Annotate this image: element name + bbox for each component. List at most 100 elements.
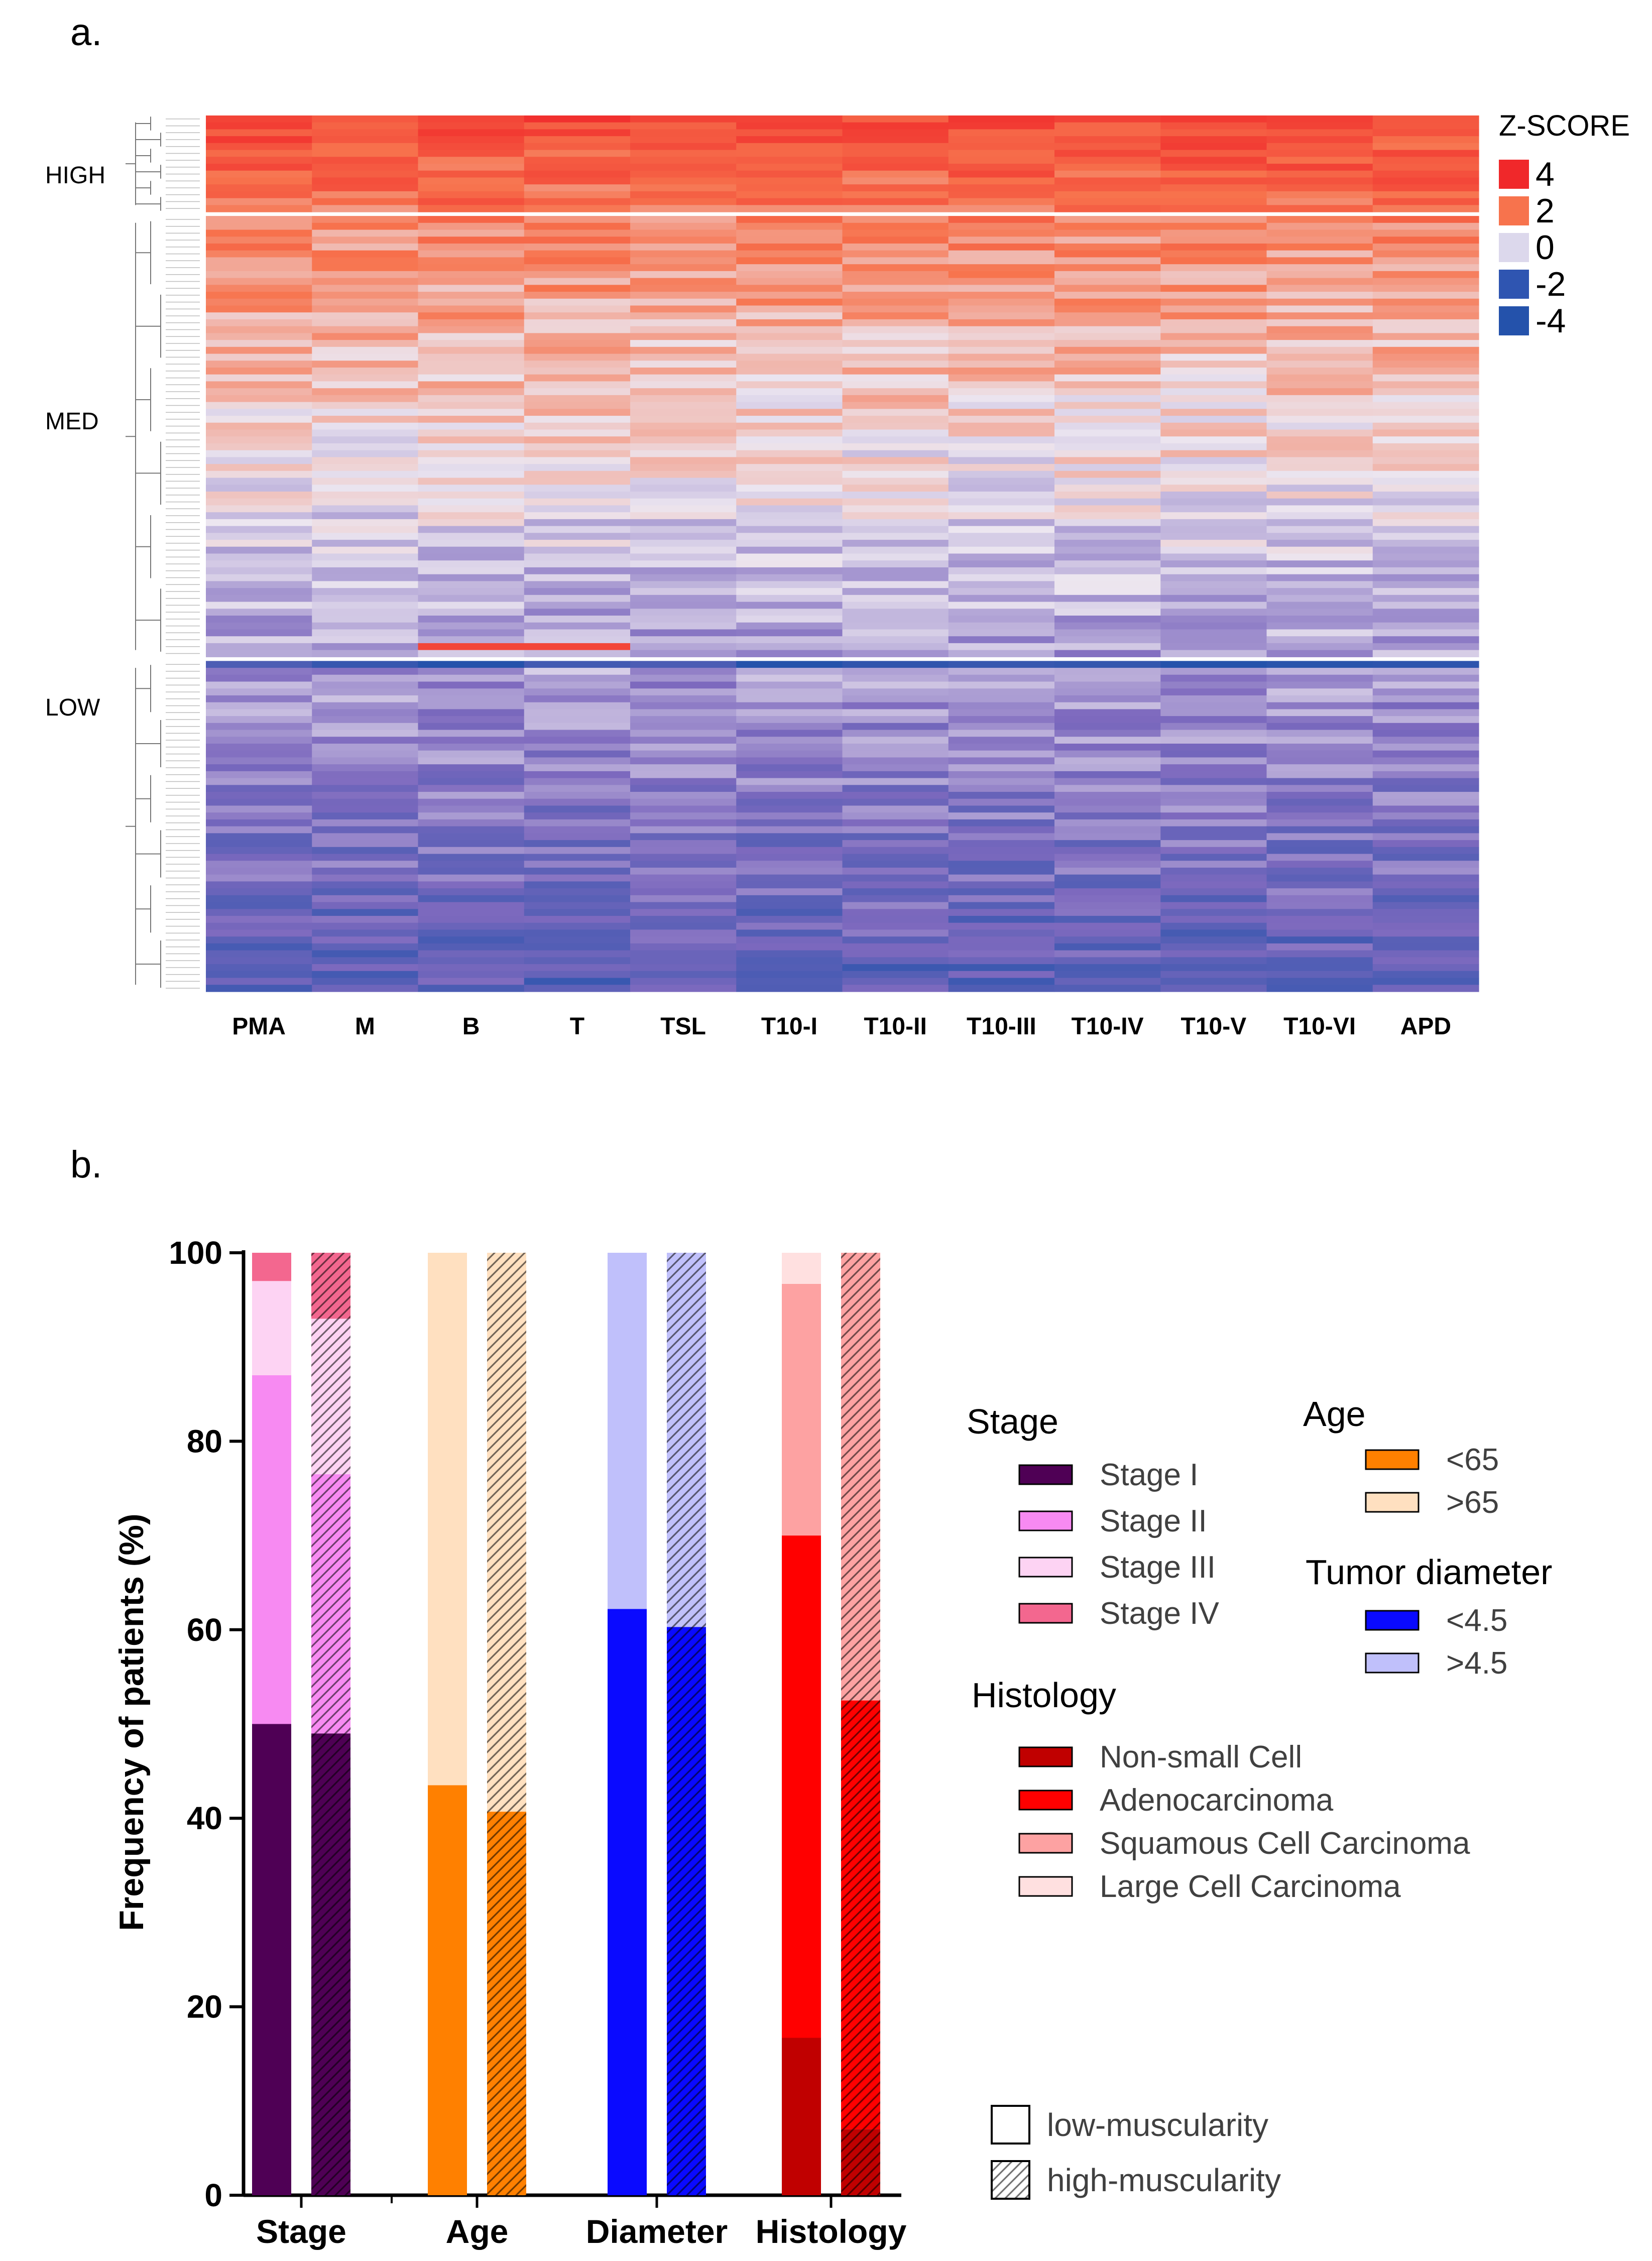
heatmap-cell xyxy=(418,978,525,985)
heatmap-cell xyxy=(736,464,843,471)
heatmap-cell xyxy=(842,216,949,223)
heatmap-cell xyxy=(1372,785,1479,792)
heatmap-cell xyxy=(948,716,1055,724)
heatmap-cell xyxy=(206,229,312,237)
heatmap-cell xyxy=(630,957,737,965)
heatmap-cell xyxy=(312,170,419,178)
heatmap-cell xyxy=(312,792,419,799)
heatmap-cell xyxy=(630,533,737,540)
heatmap-cell xyxy=(948,616,1055,623)
heatmap-cell xyxy=(312,346,419,354)
heatmap-cell xyxy=(948,764,1055,772)
heatmap-cell xyxy=(1160,909,1267,916)
heatmap-cell xyxy=(524,609,631,616)
heatmap-cell xyxy=(630,150,737,157)
heatmap-cell xyxy=(630,922,737,930)
heatmap-cell xyxy=(206,622,312,630)
heatmap-cell xyxy=(630,540,737,547)
heatmap-cell xyxy=(736,553,843,561)
heatmap-cell xyxy=(1372,643,1479,651)
heatmap-cell xyxy=(1054,177,1161,185)
heatmap-cell xyxy=(630,333,737,340)
heatmap-cell xyxy=(418,150,525,157)
heatmap-cell xyxy=(736,936,843,944)
heatmap-cell xyxy=(1372,723,1479,731)
heatmap-cell xyxy=(1372,236,1479,244)
legend-item-label: >65 xyxy=(1446,1485,1499,1520)
heatmap-cell xyxy=(842,198,949,205)
heatmap-cell xyxy=(1054,457,1161,464)
heatmap-cell xyxy=(842,888,949,896)
heatmap-cell xyxy=(948,895,1055,903)
heatmap-cell xyxy=(418,298,525,306)
heatmap-cell xyxy=(948,868,1055,875)
heatmap-cell xyxy=(736,115,843,123)
heatmap-cell xyxy=(312,668,419,675)
heatmap-cell xyxy=(948,244,1055,251)
heatmap-cell xyxy=(418,416,525,423)
heatmap-cell xyxy=(948,381,1055,389)
heatmap-cell xyxy=(524,170,631,178)
heatmap-cell xyxy=(524,244,631,251)
heatmap-cell xyxy=(418,909,525,916)
heatmap-cell xyxy=(206,661,312,668)
heatmap-cell xyxy=(736,374,843,382)
heatmap-cell xyxy=(524,157,631,164)
dendrogram-branch xyxy=(136,221,151,284)
heatmap-cell xyxy=(1372,546,1479,554)
heatmap-cell xyxy=(1266,929,1373,937)
heatmap-cell xyxy=(524,216,631,223)
heatmap-cell xyxy=(1372,177,1479,185)
heatmap-cell xyxy=(948,943,1055,951)
heatmap-cell xyxy=(736,312,843,320)
heatmap-cell xyxy=(1266,688,1373,696)
heatmap-cell xyxy=(948,429,1055,437)
heatmap-cell xyxy=(1054,668,1161,675)
heatmap-cell xyxy=(524,798,631,806)
heatmap-cell xyxy=(418,847,525,855)
heatmap-cell xyxy=(206,285,312,292)
heatmap-cell xyxy=(630,478,737,485)
heatmap-cell xyxy=(1372,292,1479,299)
heatmap-cell xyxy=(312,730,419,737)
bar-segment xyxy=(782,2038,821,2195)
heatmap-cell xyxy=(1160,643,1267,651)
heatmap-cell xyxy=(1266,205,1373,212)
heatmap-cell xyxy=(1266,164,1373,171)
heatmap-cell xyxy=(1160,567,1267,575)
heatmap-cell xyxy=(736,798,843,806)
heatmap-cell xyxy=(1160,402,1267,409)
heatmap-cell xyxy=(206,443,312,451)
heatmap-cell xyxy=(312,122,419,130)
heatmap-cell xyxy=(206,498,312,506)
heatmap-cell xyxy=(206,936,312,944)
heatmap-cell xyxy=(206,143,312,151)
heatmap-cell xyxy=(206,916,312,923)
y-tick-label: 100 xyxy=(169,1235,222,1271)
heatmap-cell xyxy=(1160,716,1267,724)
heatmap-cell xyxy=(206,668,312,675)
heatmap-cell xyxy=(842,750,949,758)
heatmap-cell xyxy=(948,184,1055,192)
heatmap-cell xyxy=(1372,526,1479,533)
heatmap-cell xyxy=(1160,553,1267,561)
heatmap-cell xyxy=(948,278,1055,285)
heatmap-cell xyxy=(630,184,737,192)
heatmap-cell xyxy=(1160,368,1267,375)
heatmap-cell xyxy=(1266,609,1373,616)
heatmap-cell xyxy=(948,150,1055,157)
heatmap-cell xyxy=(842,950,949,958)
heatmap-cell xyxy=(1160,895,1267,903)
heatmap-cell xyxy=(1054,650,1161,657)
heatmap-cell xyxy=(418,485,525,492)
heatmap-cell xyxy=(842,594,949,603)
heatmap-cell xyxy=(1266,409,1373,416)
pattern-swatch-hatch xyxy=(992,2161,1029,2199)
heatmap-cell xyxy=(1160,798,1267,806)
heatmap-cell xyxy=(842,567,949,575)
heatmap-cell xyxy=(206,616,312,623)
heatmap-cell xyxy=(206,833,312,841)
legend-item-label: Stage II xyxy=(1100,1504,1207,1538)
heatmap-cell xyxy=(842,298,949,306)
heatmap-cell xyxy=(1372,567,1479,575)
